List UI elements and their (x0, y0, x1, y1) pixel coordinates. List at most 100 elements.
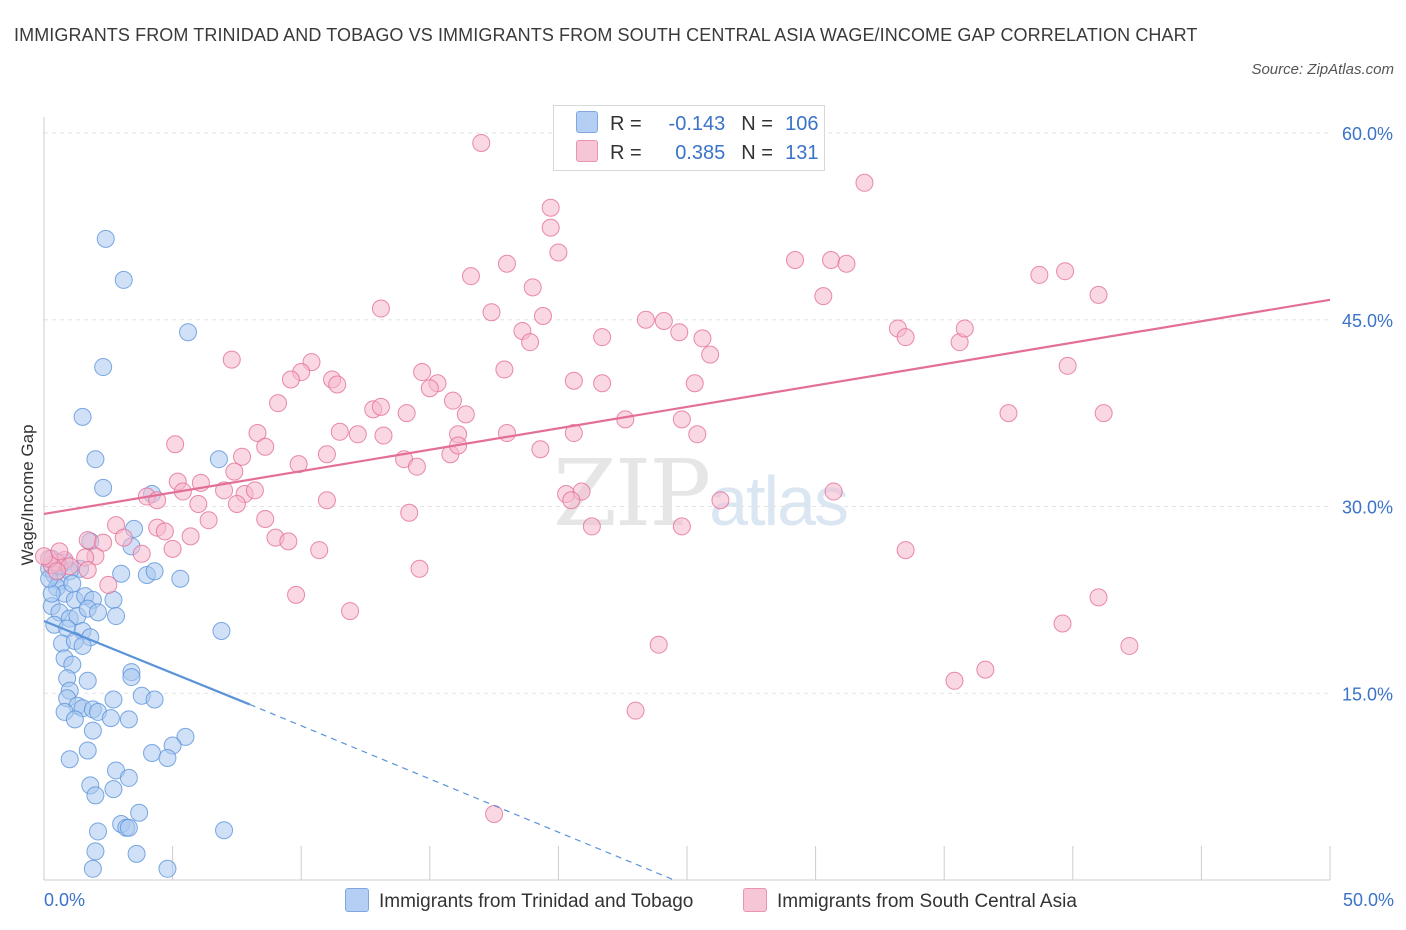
south-central-asia-point (1094, 404, 1113, 423)
south-central-asia-point (248, 424, 267, 443)
south-central-asia-point (181, 527, 200, 546)
south-central-asia-point (371, 397, 390, 416)
south-central-asia-point (693, 329, 712, 348)
south-central-asia-point (654, 311, 673, 330)
south-central-asia-point (330, 422, 349, 441)
south-central-asia-point (374, 426, 393, 445)
legend-item-trinidad[interactable]: Immigrants from Trinidad and Tobago (345, 888, 693, 916)
south-central-asia-point (955, 319, 974, 338)
trinidad-point (42, 584, 61, 603)
south-central-asia-point (649, 635, 668, 654)
r-value: 0.385 (675, 142, 726, 164)
trinidad-point (96, 229, 115, 248)
south-central-asia-point (155, 522, 174, 541)
south-central-asia-point (50, 542, 69, 561)
south-central-asia-point (328, 375, 347, 394)
trinidad-point (89, 822, 108, 841)
south-central-asia-point (317, 491, 336, 510)
trinidad-point (86, 842, 105, 861)
trinidad-point (60, 750, 79, 769)
south-central-asia-point (1030, 265, 1049, 284)
south-central-asia-point (593, 374, 612, 393)
trinidad-point (158, 748, 177, 767)
south-central-asia-point (837, 254, 856, 273)
south-central-asia-point (616, 410, 635, 429)
legend-swatch-pink (743, 888, 767, 912)
south-central-asia-point (94, 533, 113, 552)
trinidad-point (86, 786, 105, 805)
south-central-asia-point (1053, 614, 1072, 633)
legend-item-south-central-asia[interactable]: Immigrants from South Central Asia (743, 888, 1077, 916)
south-central-asia-point (1056, 262, 1075, 281)
south-central-asia-point (348, 425, 367, 444)
south-central-asia-point (472, 133, 491, 152)
south-central-asia-point (564, 371, 583, 390)
south-central-asia-point (1089, 588, 1108, 607)
legend-label: Immigrants from South Central Asia (777, 891, 1077, 912)
trinidad-point (86, 450, 105, 469)
south-central-asia-point (688, 425, 707, 444)
trinidad-point (179, 323, 198, 342)
south-central-asia-point (397, 404, 416, 423)
south-central-asia-point (222, 350, 241, 369)
trinidad-point (73, 407, 92, 426)
south-central-asia-point (341, 602, 360, 621)
r-value: -0.143 (668, 113, 726, 135)
trinidad-point (94, 358, 113, 377)
trinidad-point (122, 668, 141, 687)
south-central-asia-point (822, 250, 841, 269)
south-central-asia-point (256, 437, 275, 456)
south-central-asia-point (814, 287, 833, 306)
south-central-asia-point (317, 445, 336, 464)
south-central-asia-point (256, 509, 275, 528)
x-tick-label-max: 50.0% (1342, 890, 1394, 910)
south-central-asia-point (132, 544, 151, 563)
south-central-asia-point (78, 560, 97, 579)
legend-label: Immigrants from Trinidad and Tobago (379, 891, 694, 912)
south-central-asia-point (896, 541, 915, 560)
trinidad-point (127, 844, 146, 863)
south-central-asia-point (420, 379, 439, 398)
x-tick-label-min: 0.0% (44, 890, 86, 910)
south-central-asia-point (523, 278, 542, 297)
trinidad-point (130, 803, 149, 822)
south-central-asia-point (400, 503, 419, 522)
stats-legend-row-trinidad: R = -0.143 N = 106 (576, 110, 819, 138)
source-label: Source: ZipAtlas.com (1251, 61, 1394, 78)
south-central-asia-point (1120, 636, 1139, 655)
south-central-asia-point (99, 575, 118, 594)
south-central-asia-point (497, 254, 516, 273)
trinidad-point (119, 710, 138, 729)
south-central-asia-point (582, 517, 601, 536)
south-central-asia-point (533, 307, 552, 326)
trinidad-point (104, 690, 123, 709)
south-central-asia-point (999, 404, 1018, 423)
stats-legend: R = -0.143 N = 106 R = 0.385 N = 131 (553, 105, 825, 171)
south-central-asia-trend-line (43, 298, 1331, 516)
south-central-asia-point (78, 531, 97, 550)
legend-swatch-blue (345, 888, 369, 912)
trinidad-point (83, 859, 102, 878)
south-central-asia-point (485, 805, 504, 824)
south-central-asia-point (786, 250, 805, 269)
south-central-asia-point (443, 391, 462, 410)
south-central-asia-point (114, 528, 133, 547)
y-axis-label: Wage/Income Gap (18, 424, 37, 566)
south-central-asia-point (269, 394, 288, 413)
south-central-asia-point (593, 328, 612, 347)
south-central-asia-point (47, 562, 66, 581)
south-central-asia-point (163, 539, 182, 558)
south-central-asia-point (495, 360, 514, 379)
legend-swatch-pink (576, 140, 598, 162)
trinidad-point (107, 607, 126, 626)
south-central-asia-point (855, 173, 874, 192)
south-central-asia-point (227, 495, 246, 514)
legend-swatch-blue (576, 111, 598, 133)
south-central-asia-point (310, 541, 329, 560)
south-central-asia-point (564, 424, 583, 443)
trinidad-point (158, 859, 177, 878)
y-tick-label: 15.0% (1342, 684, 1393, 704)
south-central-asia-point (199, 511, 218, 530)
south-central-asia-point (685, 374, 704, 393)
